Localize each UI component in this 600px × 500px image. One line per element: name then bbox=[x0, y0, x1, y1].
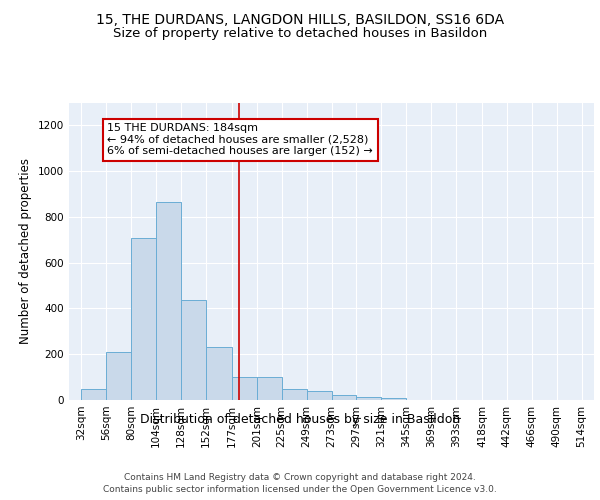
Bar bbox=[281, 388, 307, 400]
Bar bbox=[307, 391, 331, 400]
Bar bbox=[206, 348, 232, 400]
Text: Size of property relative to detached houses in Basildon: Size of property relative to detached ho… bbox=[113, 28, 487, 40]
Bar bbox=[106, 352, 131, 400]
Text: 15, THE DURDANS, LANGDON HILLS, BASILDON, SS16 6DA: 15, THE DURDANS, LANGDON HILLS, BASILDON… bbox=[96, 12, 504, 26]
Bar bbox=[232, 377, 257, 400]
Bar bbox=[82, 388, 106, 400]
Text: Contains HM Land Registry data © Crown copyright and database right 2024.: Contains HM Land Registry data © Crown c… bbox=[124, 472, 476, 482]
Bar bbox=[257, 377, 281, 400]
Text: Contains public sector information licensed under the Open Government Licence v3: Contains public sector information licen… bbox=[103, 485, 497, 494]
Text: Distribution of detached houses by size in Basildon: Distribution of detached houses by size … bbox=[140, 412, 460, 426]
Bar bbox=[356, 396, 382, 400]
Bar bbox=[131, 238, 156, 400]
Bar bbox=[382, 398, 406, 400]
Text: 15 THE DURDANS: 184sqm
← 94% of detached houses are smaller (2,528)
6% of semi-d: 15 THE DURDANS: 184sqm ← 94% of detached… bbox=[107, 123, 373, 156]
Bar bbox=[156, 202, 181, 400]
Y-axis label: Number of detached properties: Number of detached properties bbox=[19, 158, 32, 344]
Bar bbox=[331, 396, 356, 400]
Bar bbox=[181, 300, 206, 400]
